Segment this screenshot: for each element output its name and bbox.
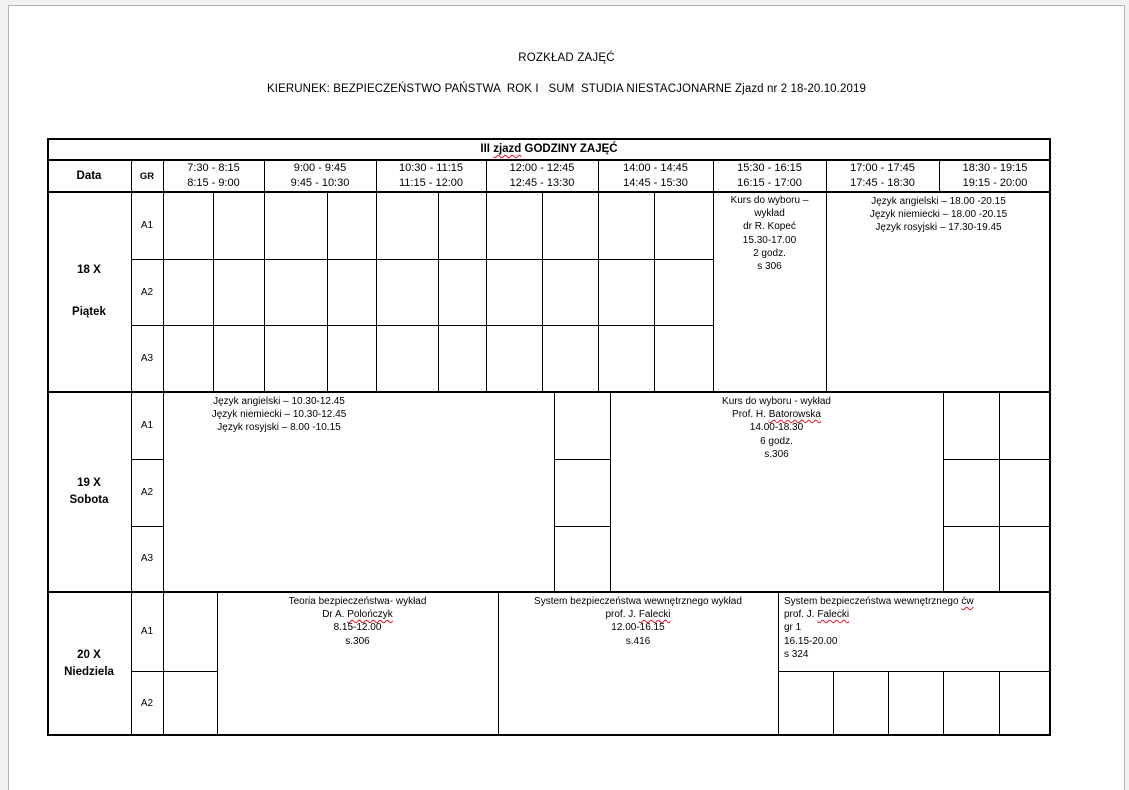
day-date: 20 X xyxy=(77,649,101,661)
grid-line xyxy=(47,138,49,736)
column-header-time-3: 10:30 - 11:15 11:15 - 12:00 xyxy=(398,162,463,189)
group-cell-sunday-a2: A2 xyxy=(140,698,154,709)
grid-line xyxy=(47,138,1051,140)
event-internal-security-lecture: System bezpieczeństwa wewnętrznego wykła… xyxy=(534,596,742,647)
column-header-time-5: 14:00 - 14:45 14:45 - 15:30 xyxy=(623,162,688,189)
grid-line xyxy=(47,391,1051,393)
grid-line xyxy=(217,591,218,736)
grid-line xyxy=(264,161,265,191)
group-cell-friday-a1: A1 xyxy=(140,219,154,231)
day-name: Piątek xyxy=(72,306,106,318)
grid-line xyxy=(542,191,543,391)
grid-line xyxy=(47,159,1051,161)
grid-line xyxy=(943,671,944,736)
event-elective-course-saturday: Kurs do wyboru - wykład Prof. H. Batorows… xyxy=(722,396,831,460)
event-elective-course-friday: Kurs do wyboru – wykład dr R. Kopeć 15.30-… xyxy=(730,195,809,273)
column-header-time-8: 18:30 - 19:15 19:15 - 20:00 xyxy=(962,162,1028,189)
grid-line xyxy=(486,191,487,391)
grid-line xyxy=(131,526,163,527)
column-header-gr: GR xyxy=(139,170,155,182)
event-languages-friday: Język angielski – 18.00 -20.15 Język niem… xyxy=(869,196,1008,234)
grid-line xyxy=(554,526,610,527)
grid-line xyxy=(131,671,217,672)
grid-line xyxy=(999,671,1000,736)
group-cell-friday-a3: A3 xyxy=(140,352,154,364)
event-internal-security-exercises: System bezpieczeństwa wewnętrznego ćw pro… xyxy=(784,596,974,660)
grid-line xyxy=(131,259,713,260)
column-header-time-4: 12:00 - 12:45 12:45 - 13:30 xyxy=(509,162,575,189)
grid-line xyxy=(47,591,1051,593)
grid-line xyxy=(131,161,132,736)
grid-line xyxy=(778,591,779,736)
group-cell-sunday-a1: A1 xyxy=(140,625,154,637)
schedule-table: III zjazd GODZINY ZAJĘĆ Data GR 7:30 - 8… xyxy=(47,138,1051,736)
grid-line xyxy=(713,161,714,191)
day-date: 19 X xyxy=(77,476,101,489)
grid-line xyxy=(327,191,328,391)
grid-line xyxy=(598,161,599,191)
grid-line xyxy=(826,191,827,391)
group-cell-friday-a2: A2 xyxy=(140,286,154,298)
event-languages-saturday: Język angielski – 10.30-12.45 Język niemi… xyxy=(211,396,347,434)
grid-line xyxy=(376,191,377,391)
group-cell-saturday-a3: A3 xyxy=(140,553,154,564)
grid-line xyxy=(47,734,1051,736)
grid-line xyxy=(47,191,1051,193)
document-title: ROZKŁAD ZAJĘĆ xyxy=(518,52,615,64)
day-cell-friday: 18 X Piątek xyxy=(47,191,131,391)
group-cell-saturday-a1: A1 xyxy=(140,419,154,431)
event-security-theory-lecture: Teoria bezpieczeństwa- wykład Dr A. Poloń… xyxy=(288,596,427,647)
grid-line xyxy=(713,191,714,391)
grid-line xyxy=(888,671,889,736)
group-cell-saturday-a2: A2 xyxy=(140,487,154,498)
grid-line xyxy=(554,459,610,460)
grid-line xyxy=(999,391,1000,591)
grid-line xyxy=(438,191,439,391)
grid-line xyxy=(1049,138,1051,736)
grid-line xyxy=(943,391,944,591)
column-header-data: Data xyxy=(76,170,102,182)
grid-line xyxy=(376,161,377,191)
grid-line xyxy=(939,161,940,191)
grid-line xyxy=(778,671,1051,672)
grid-line xyxy=(833,671,834,736)
column-header-time-7: 17:00 - 17:45 17:45 - 18:30 xyxy=(850,162,915,189)
grid-line xyxy=(131,325,713,326)
grid-line xyxy=(498,591,499,736)
document-page: ROZKŁAD ZAJĘĆ KIERUNEK: BEZPIECZEŃSTWO P… xyxy=(8,5,1125,790)
grid-line xyxy=(654,191,655,391)
day-date: 18 X xyxy=(77,264,101,276)
grid-line xyxy=(486,161,487,191)
day-name: Sobota xyxy=(69,493,109,506)
grid-line xyxy=(826,161,827,191)
table-banner: III zjazd GODZINY ZAJĘĆ xyxy=(480,143,618,155)
column-header-time-1: 7:30 - 8:15 8:15 - 9:00 xyxy=(187,162,240,189)
grid-line xyxy=(264,191,265,391)
grid-line xyxy=(554,391,555,591)
grid-line xyxy=(943,526,1051,527)
grid-line xyxy=(943,459,1051,460)
column-header-time-6: 15:30 - 16:15 16:15 - 17:00 xyxy=(737,162,802,189)
grid-line xyxy=(213,191,214,391)
grid-line xyxy=(131,459,163,460)
day-cell-saturday: 19 X Sobota xyxy=(47,391,131,591)
column-header-time-2: 9:00 - 9:45 9:45 - 10:30 xyxy=(290,162,350,189)
document-subtitle: KIERUNEK: BEZPIECZEŃSTWO PAŃSTWA ROK I S… xyxy=(267,83,866,95)
grid-line xyxy=(163,161,164,736)
day-name: Niedziela xyxy=(64,666,114,678)
grid-line xyxy=(598,191,599,391)
grid-line xyxy=(610,391,611,591)
day-cell-sunday: 20 X Niedziela xyxy=(47,591,131,736)
